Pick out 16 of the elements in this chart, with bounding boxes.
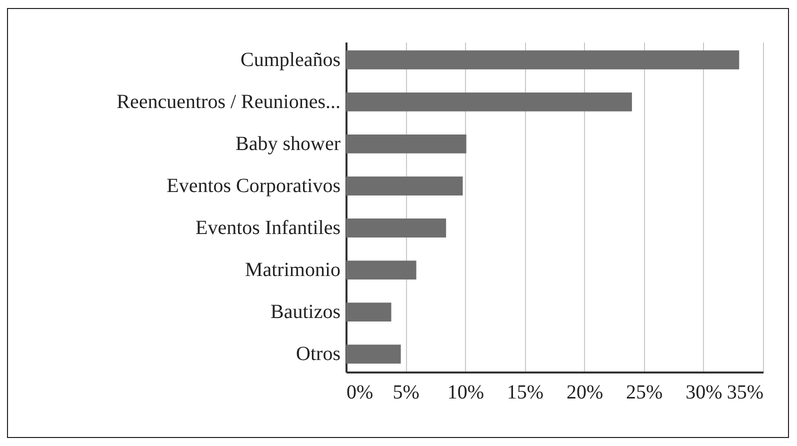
y-tick-label: Baby shower (236, 132, 341, 155)
y-tick-label: Bautizos (270, 301, 341, 324)
y-tick-label: Eventos Corporativos (166, 174, 341, 197)
x-tick-label: 5% (392, 382, 420, 404)
y-tick-label: Eventos Infantiles (196, 217, 341, 240)
y-tick-label: Matrimonio (244, 259, 340, 282)
x-tick-label: 0% (346, 382, 374, 404)
y-tick-label: Cumpleaños (240, 48, 341, 71)
x-tick-label: 20% (566, 382, 604, 404)
y-tick-label: Reencuentros / Reuniones... (116, 90, 340, 113)
x-tick-label: 25% (626, 382, 663, 404)
y-tick-label: Otros (296, 343, 341, 366)
x-tick-label: 10% (447, 382, 484, 404)
x-tick-label: 15% (506, 382, 544, 404)
x-tick-label: 35% (726, 382, 764, 404)
x-tick-label: 30% (686, 382, 722, 404)
